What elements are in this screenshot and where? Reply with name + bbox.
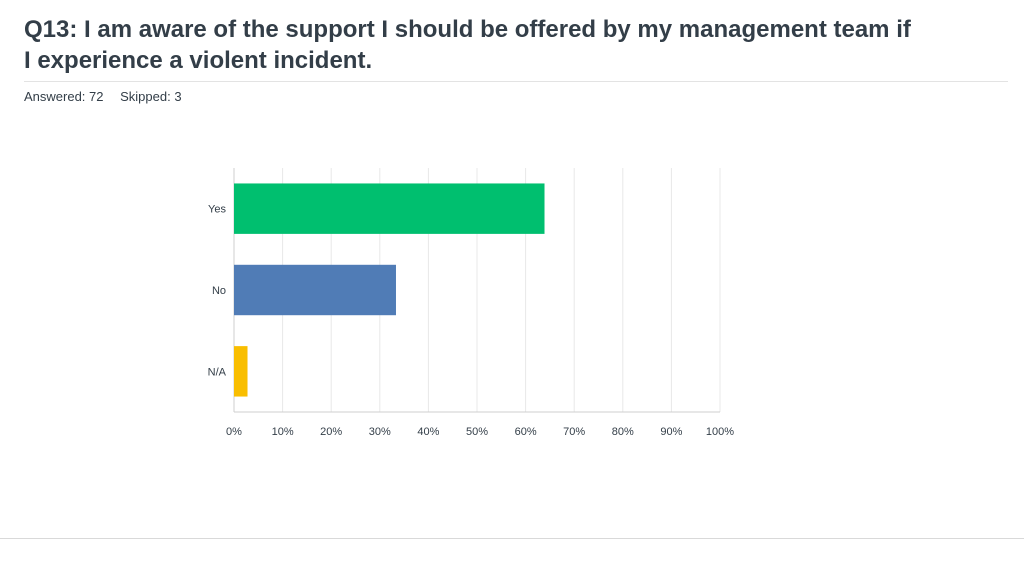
x-tick-label: 70% (563, 426, 585, 438)
x-tick-label: 100% (706, 426, 734, 438)
question-title: Q13: I am aware of the support I should … (24, 16, 911, 74)
x-tick-label: 40% (417, 426, 439, 438)
x-tick-label: 10% (272, 426, 294, 438)
x-tick-label: 50% (466, 426, 488, 438)
answered-count: Answered: 72 (24, 89, 104, 104)
bar-yes (234, 183, 545, 234)
x-tick-label: 80% (612, 426, 634, 438)
category-label: N/A (208, 366, 227, 378)
footer-divider (0, 538, 1024, 539)
skipped-count: Skipped: 3 (120, 89, 182, 104)
bar-no (234, 264, 396, 316)
x-tick-label: 0% (226, 426, 242, 438)
x-tick-label: 20% (320, 426, 342, 438)
category-label: No (212, 285, 226, 297)
title-divider (24, 81, 1008, 82)
category-label: Yes (208, 204, 226, 216)
x-tick-label: 30% (369, 426, 391, 438)
bar-n-a (234, 346, 248, 397)
x-tick-label: 60% (515, 426, 537, 438)
x-tick-label: 90% (660, 426, 682, 438)
response-stats: Answered: 72 Skipped: 3 (24, 89, 182, 104)
